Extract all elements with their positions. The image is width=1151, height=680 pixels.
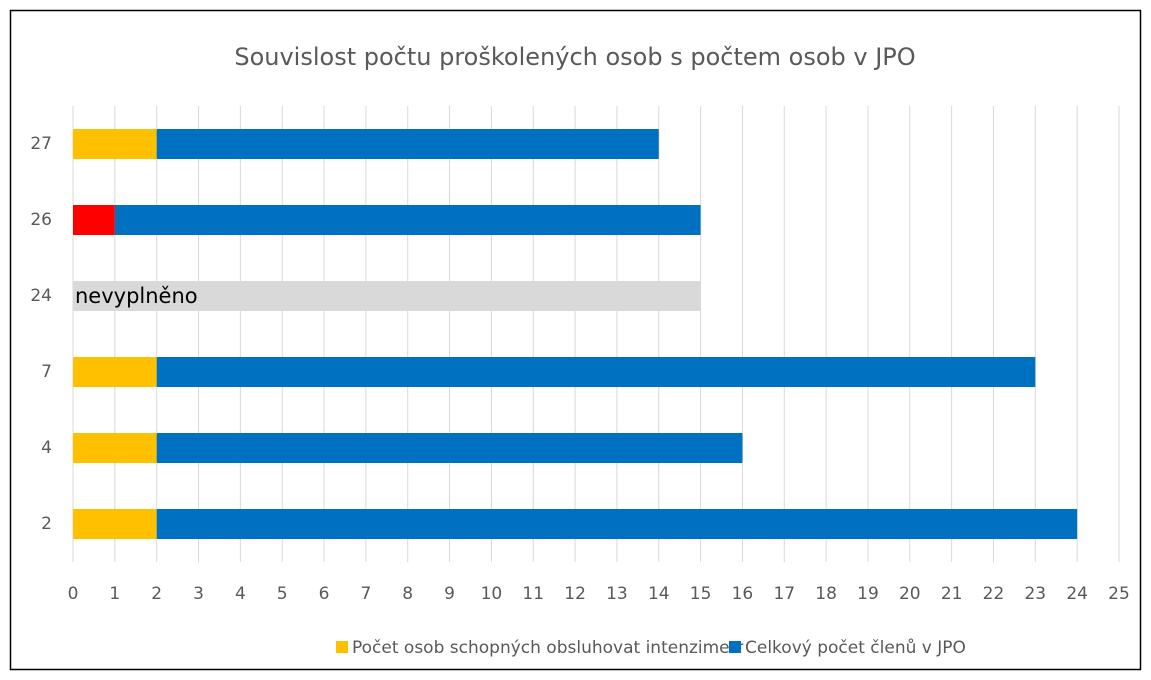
x-tick-label: 4 [235,584,246,604]
bar-segment [73,357,157,387]
x-tick-label: 13 [606,584,628,604]
bar-segment [73,129,157,159]
x-tick-label: 21 [941,584,963,604]
x-tick-label: 8 [402,584,413,604]
x-tick-label: 14 [648,584,670,604]
bar-segment [114,205,701,235]
legend-label: Celkový počet členů v JPO [745,638,966,658]
legend-swatch [729,641,741,653]
x-tick-label: 16 [732,584,754,604]
y-tick-label: 4 [41,438,52,458]
x-tick-label: 12 [564,584,586,604]
x-tick-label: 20 [899,584,921,604]
bar-segment [156,433,743,463]
legend-label: Počet osob schopných obsluhovat intenzim… [352,638,743,658]
x-tick-label: 0 [68,584,79,604]
y-tick-label: 2 [41,514,52,534]
x-tick-label: 6 [319,584,330,604]
x-tick-label: 24 [1066,584,1088,604]
y-tick-label: 24 [30,286,52,306]
bar-segment [156,357,1036,387]
x-tick-label: 10 [481,584,503,604]
x-tick-label: 23 [1024,584,1046,604]
x-tick-label: 11 [522,584,544,604]
x-tick-label: 19 [857,584,879,604]
unfilled-bar [73,281,701,311]
x-tick-label: 15 [690,584,712,604]
x-tick-label: 17 [773,584,795,604]
x-tick-label: 1 [109,584,120,604]
bar-segment [73,509,157,539]
bar-segment [73,433,157,463]
unfilled-label: nevyplněno [75,284,198,308]
chart-title: Souvislost počtu proškolených osob s poč… [234,43,915,71]
bar-segment [156,129,659,159]
x-tick-label: 25 [1108,584,1130,604]
x-tick-label: 22 [983,584,1005,604]
x-tick-label: 2 [151,584,162,604]
x-tick-label: 7 [360,584,371,604]
x-tick-label: 18 [815,584,837,604]
legend-swatch [336,641,348,653]
x-tick-label: 9 [444,584,455,604]
x-tick-label: 3 [193,584,204,604]
y-tick-label: 26 [30,210,52,230]
y-tick-label: 7 [41,362,52,382]
bar-segment [156,509,1078,539]
y-tick-label: 27 [30,134,52,154]
x-tick-label: 5 [277,584,288,604]
bar-segment [73,205,115,235]
